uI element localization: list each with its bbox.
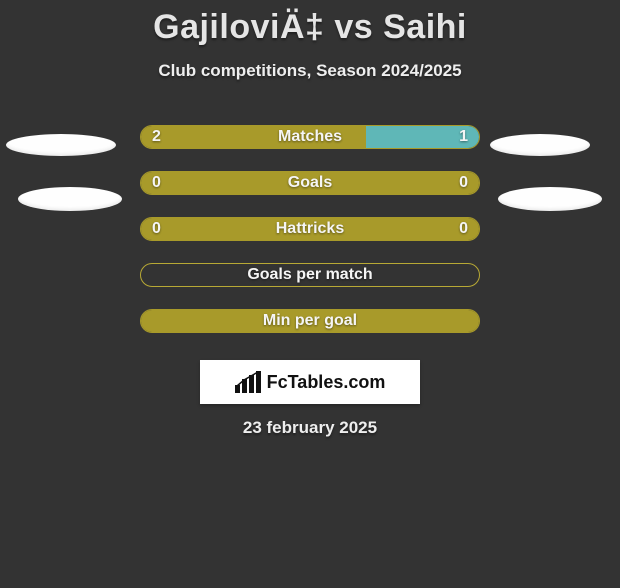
bars-icon xyxy=(235,371,261,393)
stat-row: Hattricks0 0 xyxy=(0,217,620,241)
avatar-ellipse xyxy=(498,187,602,211)
stat-row: Goals per match xyxy=(0,263,620,287)
stat-value-right: 0 xyxy=(459,217,468,241)
date-text: 23 february 2025 xyxy=(0,418,620,438)
stat-bar-left xyxy=(141,218,479,240)
stat-label: Goals per match xyxy=(141,264,479,286)
stat-value-right: 0 xyxy=(459,171,468,195)
avatar-ellipse xyxy=(490,134,590,156)
stat-value-left: 0 xyxy=(152,217,161,241)
avatar-ellipse xyxy=(6,134,116,156)
avatar-ellipse xyxy=(18,187,122,211)
stat-bar-track: Goals xyxy=(140,171,480,195)
stat-bar-left xyxy=(141,126,366,148)
stat-bar-track: Hattricks xyxy=(140,217,480,241)
stat-bar-left xyxy=(141,172,479,194)
stat-value-right: 1 xyxy=(459,125,468,149)
stat-bar-track: Min per goal xyxy=(140,309,480,333)
stat-bar-track: Matches xyxy=(140,125,480,149)
source-badge-text: FcTables.com xyxy=(267,372,386,393)
page-title: GajiloviÄ‡ vs Saihi xyxy=(0,8,620,47)
stats-rows: Matches21Goals00Hattricks00Goals per mat… xyxy=(0,125,620,333)
source-badge: FcTables.com xyxy=(200,360,420,404)
stat-value-left: 2 xyxy=(152,125,161,149)
stat-row: Min per goal xyxy=(0,309,620,333)
stat-value-left: 0 xyxy=(152,171,161,195)
page-subtitle: Club competitions, Season 2024/2025 xyxy=(0,61,620,81)
stat-bar-track: Goals per match xyxy=(140,263,480,287)
stat-bar-left xyxy=(141,310,479,332)
